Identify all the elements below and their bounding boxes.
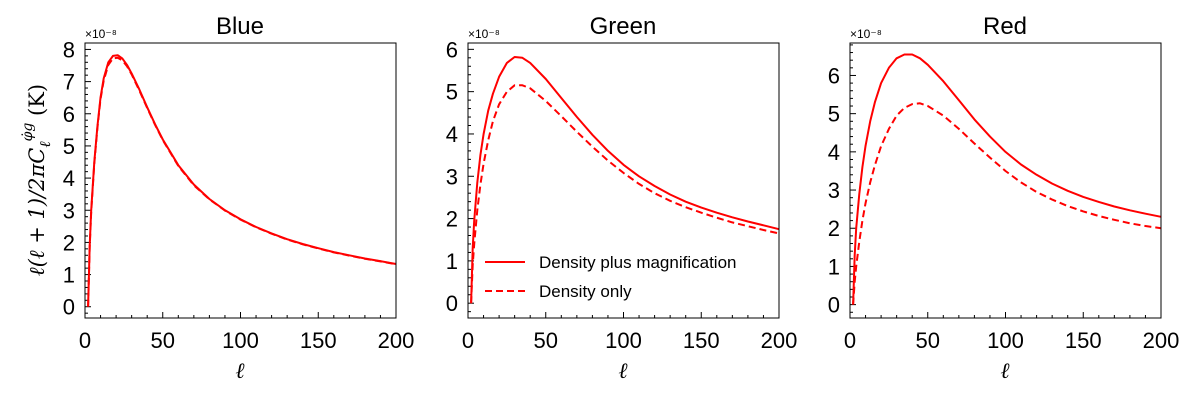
legend: Density plus magnification Density only (485, 253, 736, 301)
x-tick-label: 50 (534, 328, 558, 353)
y-tick-label: 6 (446, 37, 458, 62)
x-tick-label: 100 (222, 328, 259, 353)
y-tick-label: 2 (828, 216, 840, 241)
panel-title: Green (590, 13, 657, 40)
y-tick-label: 5 (446, 80, 458, 105)
x-axis-label: ℓ (235, 359, 245, 384)
panel-red: Red ×10⁻⁸ 0 50 100 150 200 0 1 2 3 4 5 6 ℓ (828, 13, 1180, 384)
y-tick-label: 1 (446, 249, 458, 274)
y-tick-label: 6 (828, 63, 840, 88)
y-axis-label: ℓ(ℓ + 1)/2πCℓφ̇g (K) (20, 84, 54, 276)
y-tick-label: 1 (63, 263, 75, 288)
panel-title: Red (983, 13, 1027, 40)
y-tick-label: 3 (828, 178, 840, 203)
x-axis-label: ℓ (1000, 359, 1010, 384)
ticks-group: 0 50 100 150 200 0 1 2 3 4 5 6 (828, 44, 1180, 353)
series-line-density-plus-magnification (852, 53, 1162, 305)
y-tick-label: 3 (63, 198, 75, 223)
y-tick-label: 0 (446, 291, 458, 316)
y-tick-label: 2 (63, 230, 75, 255)
y-offset-label: ×10⁻⁸ (468, 27, 500, 41)
y-tick-label: 0 (828, 293, 840, 318)
y-tick-label: 6 (63, 102, 75, 127)
x-tick-label: 150 (683, 328, 720, 353)
y-tick-label: 4 (63, 166, 75, 191)
ticks-group: 0 50 100 150 200 0 1 2 3 4 5 6 7 8 (63, 37, 415, 353)
panel-title: Blue (216, 13, 264, 40)
series-group (852, 53, 1162, 305)
y-tick-label: 8 (63, 37, 75, 62)
x-tick-label: 150 (300, 328, 337, 353)
y-tick-label: 4 (828, 140, 840, 165)
legend-label-solid: Density plus magnification (539, 253, 736, 272)
axes-frame (849, 42, 1162, 319)
x-tick-label: 200 (761, 328, 798, 353)
series-line-density-plus-magnification (87, 54, 397, 307)
series-line-density-only (470, 84, 780, 304)
x-tick-label: 0 (462, 328, 474, 353)
x-tick-label: 200 (378, 328, 415, 353)
y-tick-label: 1 (828, 254, 840, 279)
x-axis-label: ℓ (618, 359, 628, 384)
x-tick-label: 50 (151, 328, 175, 353)
x-tick-label: 100 (987, 328, 1024, 353)
x-tick-label: 0 (844, 328, 856, 353)
legend-label-dashed: Density only (539, 282, 632, 301)
y-tick-label: 5 (63, 134, 75, 159)
axes-frame (467, 42, 780, 319)
x-tick-label: 150 (1065, 328, 1102, 353)
y-tick-label: 3 (446, 164, 458, 189)
x-tick-label: 100 (605, 328, 642, 353)
x-tick-label: 0 (79, 328, 91, 353)
y-offset-label: ×10⁻⁸ (850, 27, 882, 41)
series-group (470, 56, 780, 304)
series-line-density-only (852, 102, 1162, 305)
series-line-density-only (87, 56, 397, 307)
y-tick-label: 2 (446, 207, 458, 232)
y-tick-label: 5 (828, 102, 840, 127)
series-line-density-plus-magnification (470, 56, 780, 304)
axes-frame (84, 42, 397, 319)
ticks-group: 0 50 100 150 200 0 1 2 3 4 5 6 (446, 37, 798, 353)
panel-blue: Blue ×10⁻⁸ 0 50 100 150 200 0 1 2 3 4 5 6 7 8 ℓ (63, 13, 415, 384)
series-group (87, 54, 397, 307)
y-offset-label: ×10⁻⁸ (85, 27, 117, 41)
y-tick-label: 7 (63, 70, 75, 95)
x-tick-label: 200 (1143, 328, 1180, 353)
x-tick-label: 50 (916, 328, 940, 353)
y-tick-label: 0 (63, 295, 75, 320)
panel-green: Green ×10⁻⁸ 0 50 100 150 200 0 1 2 3 4 5 6 ℓ Densit… (446, 13, 798, 384)
y-tick-label: 4 (446, 122, 458, 147)
